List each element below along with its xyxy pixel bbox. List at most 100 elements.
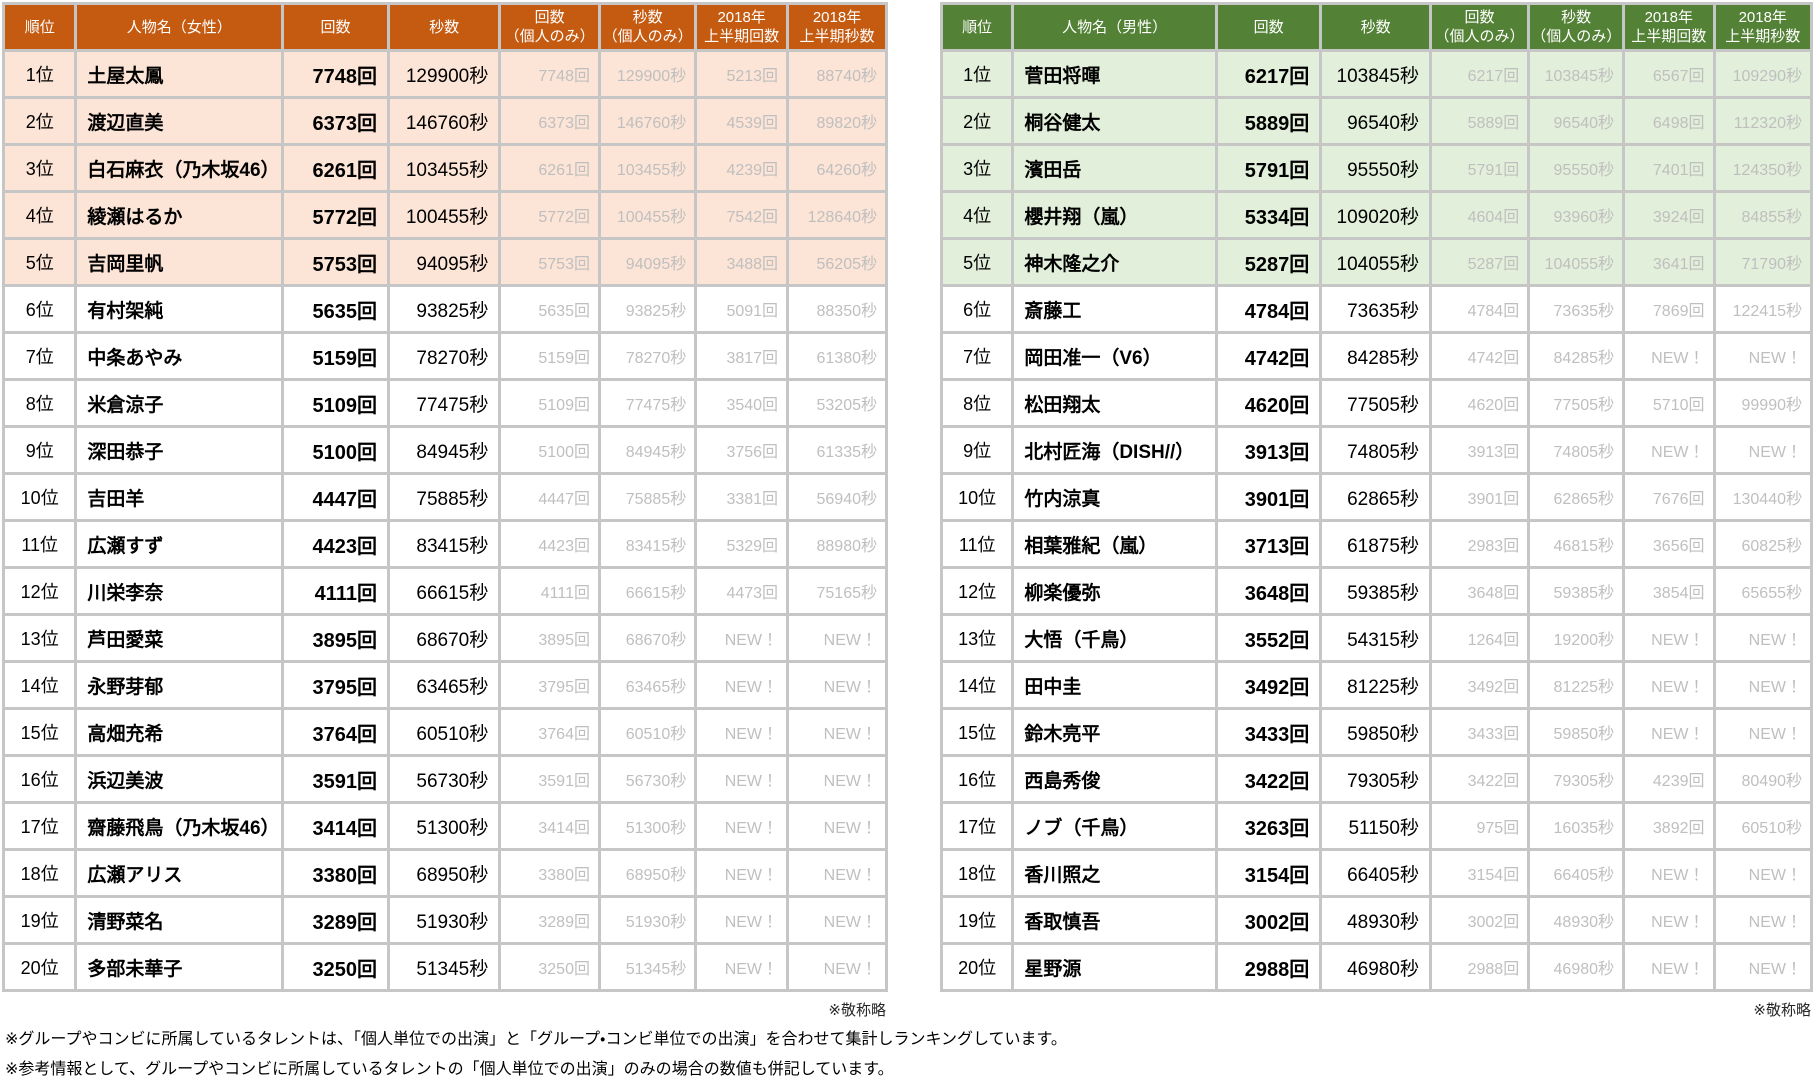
name-cell: 香取慎吾 (1011, 895, 1218, 945)
seconds-solo-cell: 48930秒 (1527, 895, 1626, 945)
seconds-solo-cell: 74805秒 (1527, 425, 1626, 475)
rank-cell: 11位 (1, 519, 78, 569)
male-ranking-table: 順位 人物名（男性） 回数 秒数 回数 （個人のみ） 秒数 （個人のみ） 2018年 上半期回数 2… (939, 2, 1813, 992)
table-row: 11位 広瀬すず 4423回 83415秒 4423回 83415秒 5329回 88980秒 (1, 519, 888, 569)
seconds-solo-cell: 77475秒 (597, 378, 698, 428)
count-solo-cell: 2988回 (1428, 942, 1531, 992)
h1-count-cell: 3924回 (1622, 190, 1716, 240)
count-cell: 5635回 (281, 284, 390, 334)
table-row: 10位 竹内涼真 3901回 62865秒 3901回 62865秒 7676回 130440… (939, 472, 1813, 522)
seconds-solo-cell: 66615秒 (597, 566, 698, 616)
h1-count-cell: 3656回 (1622, 519, 1716, 569)
name-cell: 櫻井翔（嵐） (1011, 190, 1218, 240)
table-row: 9位 深田恭子 5100回 84945秒 5100回 84945秒 3756回 61335秒 (1, 425, 888, 475)
seconds-cell: 75885秒 (386, 472, 502, 522)
seconds-cell: 109020秒 (1319, 190, 1432, 240)
h1-count-cell: 4239回 (694, 143, 790, 193)
seconds-cell: 59385秒 (1319, 566, 1432, 616)
seconds-solo-cell: 96540秒 (1527, 96, 1626, 146)
seconds-solo-cell: 51300秒 (597, 801, 698, 851)
seconds-solo-cell: 73635秒 (1527, 284, 1626, 334)
seconds-cell: 103455秒 (386, 143, 502, 193)
h1-count-cell: 3817回 (694, 331, 790, 381)
h1-count-cell: NEW！ (694, 707, 790, 757)
name-cell: 深田恭子 (74, 425, 285, 475)
count-solo-cell: 3433回 (1428, 707, 1531, 757)
column-header: 2018年 上半期秒数 (786, 2, 888, 52)
seconds-cell: 59850秒 (1319, 707, 1432, 757)
h1-seconds-cell: 60825秒 (1712, 519, 1813, 569)
name-cell: 濱田岳 (1011, 143, 1218, 193)
seconds-cell: 79305秒 (1319, 754, 1432, 804)
footnote-2: ※参考情報として、グループやコンビに所属しているタレントの「個人単位での出演」の… (5, 1061, 894, 1078)
column-header: 回数 (281, 2, 390, 52)
ranking-tables: 順位 人物名（女性） 回数 秒数 回数 （個人のみ） 秒数 （個人のみ） 2018年 上半期回数 2… (1, 2, 1813, 1019)
name-cell: 吉田羊 (74, 472, 285, 522)
name-cell: 芦田愛菜 (74, 613, 285, 663)
rank-cell: 10位 (1, 472, 78, 522)
h1-seconds-cell: NEW！ (786, 754, 888, 804)
seconds-solo-cell: 103455秒 (597, 143, 698, 193)
h1-seconds-cell: NEW！ (1712, 848, 1813, 898)
h1-count-cell: 4473回 (694, 566, 790, 616)
name-cell: 齋藤飛鳥（乃木坂46） (74, 801, 285, 851)
seconds-solo-cell: 66405秒 (1527, 848, 1626, 898)
seconds-solo-cell: 68670秒 (597, 613, 698, 663)
column-header: 2018年 上半期回数 (694, 2, 790, 52)
count-cell: 5772回 (281, 190, 390, 240)
seconds-cell: 100455秒 (386, 190, 502, 240)
seconds-solo-cell: 51345秒 (597, 942, 698, 992)
count-solo-cell: 3795回 (498, 660, 601, 710)
count-cell: 3289回 (281, 895, 390, 945)
count-solo-cell: 5753回 (498, 237, 601, 287)
seconds-solo-cell: 79305秒 (1527, 754, 1626, 804)
seconds-cell: 56730秒 (386, 754, 502, 804)
count-cell: 5753回 (281, 237, 390, 287)
seconds-solo-cell: 60510秒 (597, 707, 698, 757)
table-row: 1位 菅田将暉 6217回 103845秒 6217回 103845秒 6567回 10929… (939, 49, 1813, 99)
rank-cell: 17位 (939, 801, 1015, 851)
seconds-cell: 48930秒 (1319, 895, 1432, 945)
rank-cell: 19位 (1, 895, 78, 945)
name-cell: 清野菜名 (74, 895, 285, 945)
rank-cell: 1位 (1, 49, 78, 99)
seconds-cell: 60510秒 (386, 707, 502, 757)
rank-cell: 18位 (939, 848, 1015, 898)
seconds-cell: 77475秒 (386, 378, 502, 428)
count-cell: 3895回 (281, 613, 390, 663)
h1-count-cell: 7542回 (694, 190, 790, 240)
h1-seconds-cell: NEW！ (1712, 613, 1813, 663)
name-cell: 白石麻衣（乃木坂46） (74, 143, 285, 193)
name-cell: 浜辺美波 (74, 754, 285, 804)
column-header: 秒数 (386, 2, 502, 52)
seconds-solo-cell: 103845秒 (1527, 49, 1626, 99)
seconds-cell: 104055秒 (1319, 237, 1432, 287)
rank-cell: 5位 (1, 237, 78, 287)
h1-count-cell: NEW！ (1622, 848, 1716, 898)
footnotes: ※グループやコンビに所属しているタレントは、「個人単位での出演」と「グループ・コ… (0, 1030, 1817, 1080)
count-solo-cell: 4742回 (1428, 331, 1531, 381)
rank-cell: 1位 (939, 49, 1015, 99)
count-solo-cell: 3422回 (1428, 754, 1531, 804)
count-cell: 3713回 (1214, 519, 1323, 569)
count-solo-cell: 6217回 (1428, 49, 1531, 99)
seconds-cell: 129900秒 (386, 49, 502, 99)
count-cell: 5100回 (281, 425, 390, 475)
table-row: 12位 柳楽優弥 3648回 59385秒 3648回 59385秒 3854回 65655秒 (939, 566, 1813, 616)
table-row: 20位 星野源 2988回 46980秒 2988回 46980秒 NEW！ NEW！ (939, 942, 1813, 992)
name-cell: 渡辺直美 (74, 96, 285, 146)
count-solo-cell: 3901回 (1428, 472, 1531, 522)
count-solo-cell: 5772回 (498, 190, 601, 240)
count-cell: 4423回 (281, 519, 390, 569)
name-cell: 桐谷健太 (1011, 96, 1218, 146)
h1-count-cell: 5329回 (694, 519, 790, 569)
honorific-note: ※敬称略 (1753, 1002, 1811, 1019)
count-solo-cell: 4604回 (1428, 190, 1531, 240)
seconds-cell: 51150秒 (1319, 801, 1432, 851)
count-solo-cell: 2983回 (1428, 519, 1531, 569)
column-header: 秒数 (1319, 2, 1432, 52)
seconds-solo-cell: 46980秒 (1527, 942, 1626, 992)
count-solo-cell: 3250回 (498, 942, 601, 992)
name-cell: 星野源 (1011, 942, 1218, 992)
seconds-solo-cell: 19200秒 (1527, 613, 1626, 663)
